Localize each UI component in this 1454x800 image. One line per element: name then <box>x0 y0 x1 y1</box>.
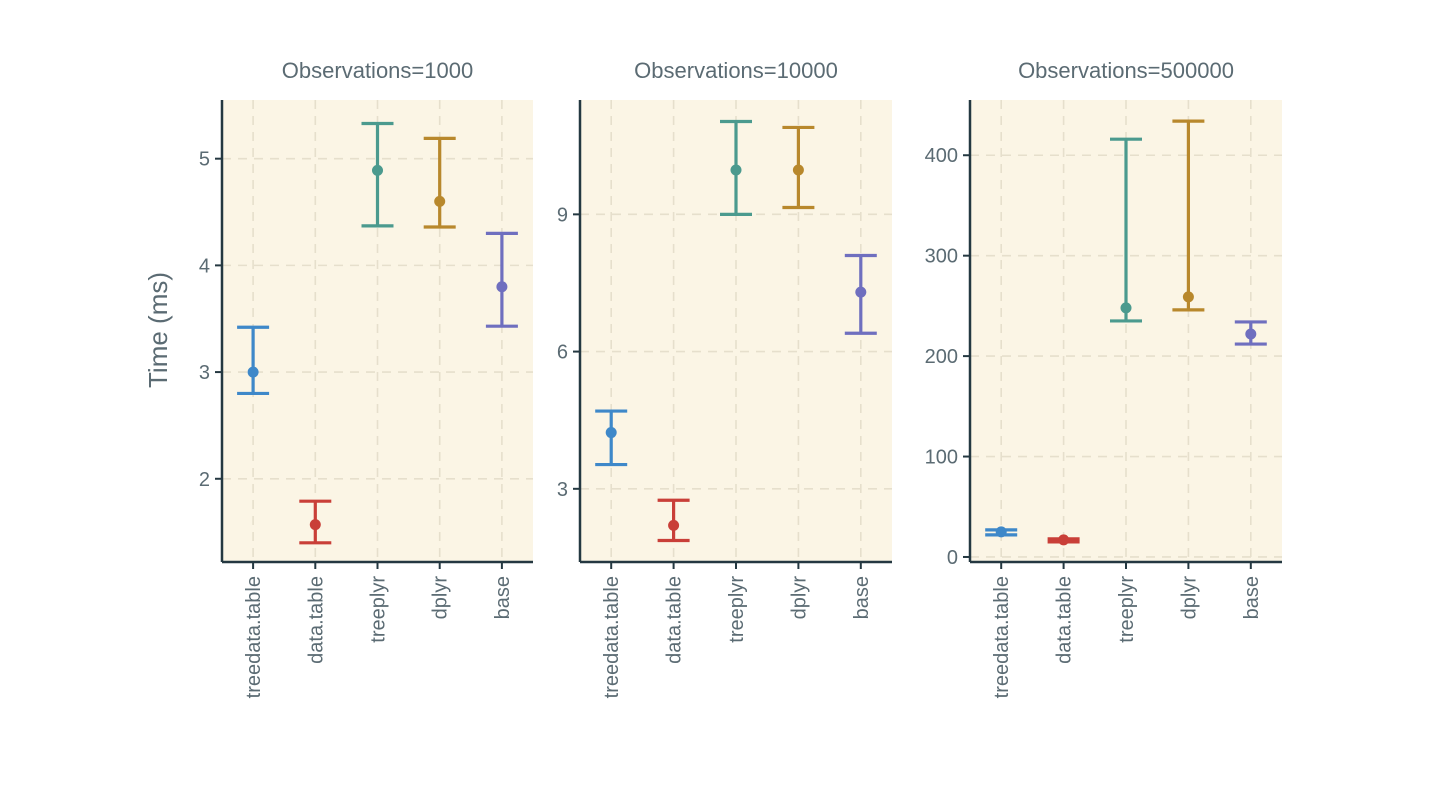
y-tick-label: 100 <box>925 447 958 469</box>
x-tick-label: treedata.table <box>601 576 623 698</box>
y-tick-label: 200 <box>925 346 958 368</box>
x-tick-label: data.table <box>1054 576 1076 664</box>
y-tick-label: 9 <box>557 204 568 226</box>
errorbar-data-table <box>299 499 332 545</box>
x-tick-label: base <box>1241 576 1263 619</box>
y-tick-label: 0 <box>947 547 958 569</box>
y-tick-label: 5 <box>199 149 210 171</box>
errorbar-treedata-table <box>985 526 1018 538</box>
x-tick-label: treeplyr <box>368 576 390 643</box>
data-point <box>1245 328 1257 340</box>
y-tick-label: 2 <box>199 469 210 491</box>
errorbar-base <box>844 253 877 335</box>
errorbar-treedata-table <box>595 409 628 467</box>
y-tick-label: 6 <box>557 342 568 364</box>
data-point <box>247 366 259 378</box>
data-point <box>792 164 804 176</box>
errorbar-treeplyr <box>720 119 752 216</box>
panel-title: Observations=1000 <box>282 58 473 83</box>
x-tick-label: base <box>851 576 873 619</box>
panel-3: 0 100 200 300 400 treedata.table data.table tre… <box>925 58 1282 698</box>
errorbar-base <box>1234 320 1267 346</box>
errorbar-treedata-table <box>237 325 270 396</box>
x-tick-label: treedata.table <box>991 576 1013 698</box>
data-point <box>309 519 321 531</box>
panel-title: Observations=10000 <box>634 58 838 83</box>
x-tick-label: treedata.table <box>243 576 265 698</box>
panel-2: 3 6 9 treedata.table data.table treeplyr dplyr… <box>557 58 892 698</box>
data-point <box>855 286 867 298</box>
data-point <box>1058 534 1070 546</box>
data-point <box>668 519 680 531</box>
y-tick-label: 300 <box>925 246 958 268</box>
panel-1: 2 3 4 5 treedata.table data.table treeplyr dply… <box>199 58 533 698</box>
errorbar-base <box>485 231 518 328</box>
x-tick-label: dplyr <box>430 576 452 620</box>
data-point <box>1120 302 1132 314</box>
errorbar-dplyr <box>423 136 456 229</box>
y-axis-title: Time (ms) <box>143 272 173 388</box>
data-point <box>605 427 617 439</box>
data-point <box>496 281 508 293</box>
x-tick-label: data.table <box>664 576 686 664</box>
x-tick-label: treeplyr <box>1116 576 1138 643</box>
x-tick-label: dplyr <box>1178 576 1200 620</box>
data-point <box>1182 291 1194 303</box>
x-tick-label: treeplyr <box>726 576 748 643</box>
data-point <box>730 164 742 176</box>
y-tick-label: 3 <box>557 479 568 501</box>
y-tick-label: 400 <box>925 145 958 167</box>
x-tick-label: dplyr <box>788 576 810 620</box>
errorbar-data-table <box>657 498 690 543</box>
errorbar-treeplyr <box>1110 137 1142 323</box>
errorbar-dplyr <box>1172 119 1205 312</box>
x-tick-label: data.table <box>305 576 327 664</box>
data-point <box>995 526 1007 538</box>
errorbar-treeplyr <box>361 121 394 228</box>
x-tick-label: base <box>492 576 514 619</box>
data-point <box>434 195 446 207</box>
y-tick-label: 4 <box>199 255 210 277</box>
panel-title: Observations=500000 <box>1018 58 1234 83</box>
y-tick-label: 3 <box>199 362 210 384</box>
data-point <box>372 164 383 176</box>
errorbar-dplyr <box>782 125 815 210</box>
errorbar-data-table <box>1047 534 1080 546</box>
